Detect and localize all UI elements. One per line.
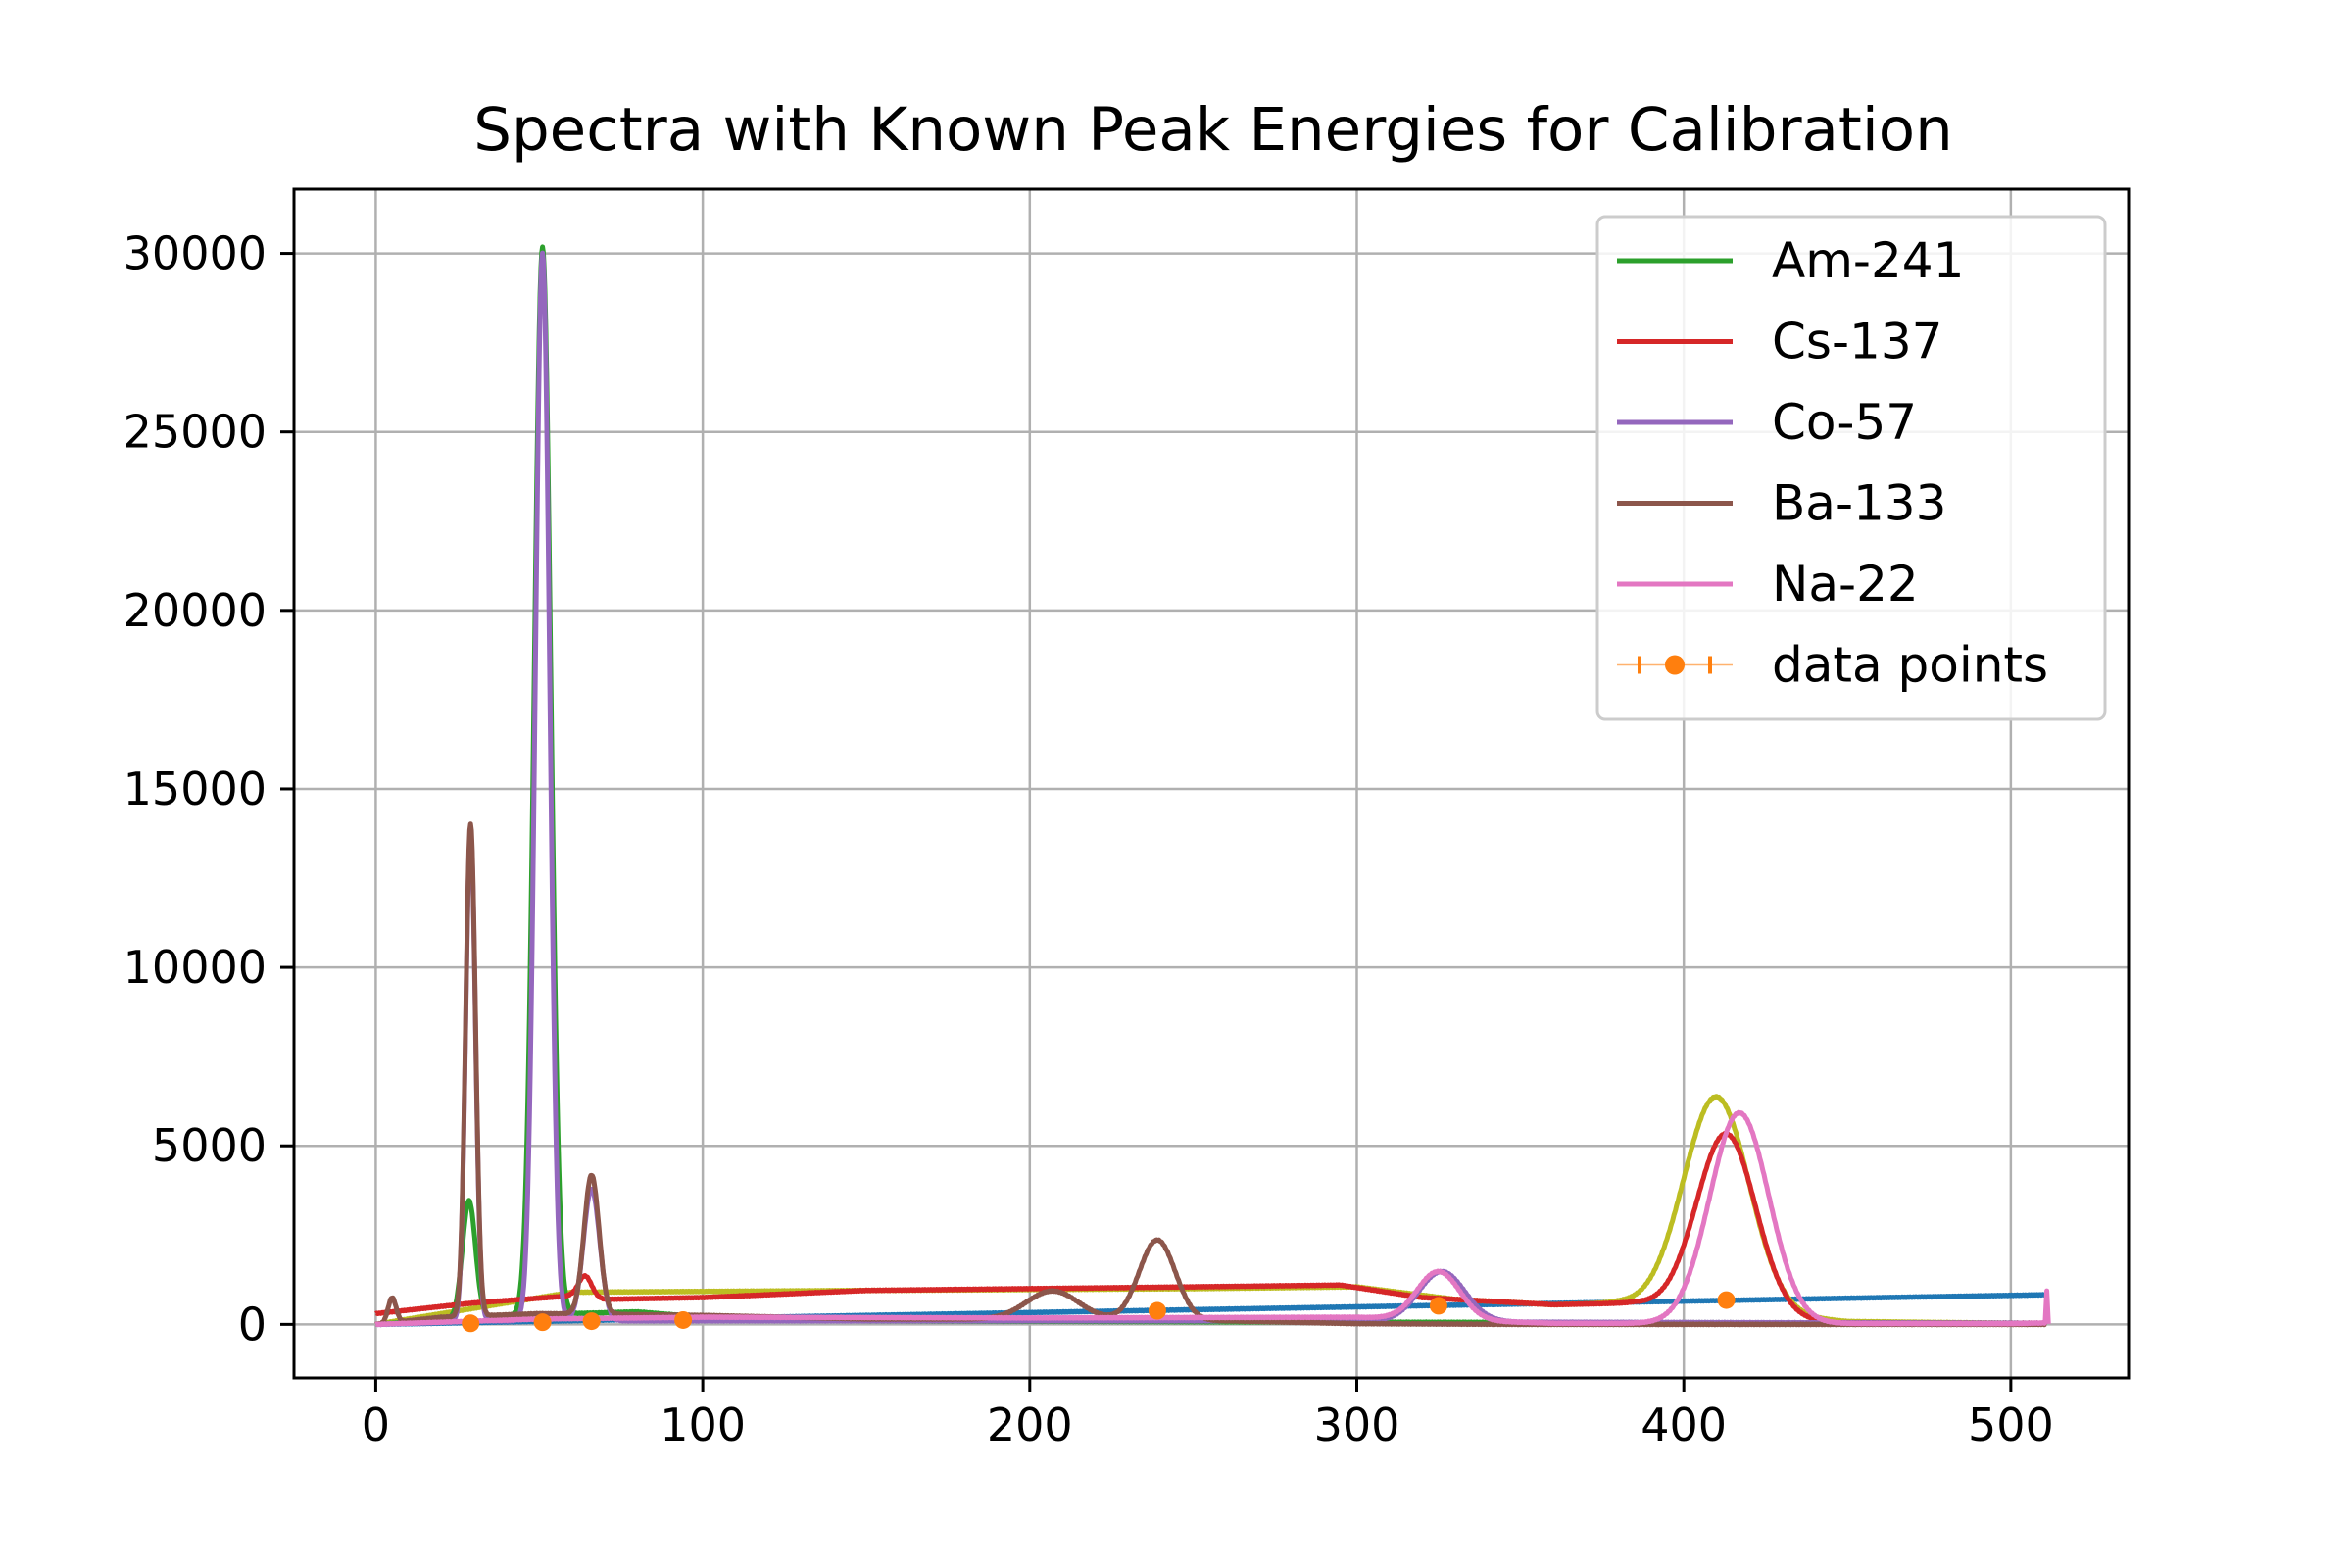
x-tick-label: 400 <box>1641 1398 1727 1451</box>
legend-label: Co-57 <box>1772 394 1917 451</box>
y-tick-label: 5000 <box>152 1119 267 1172</box>
series-line-ba-133 <box>373 821 2049 1328</box>
legend-label: Na-22 <box>1772 556 1919 612</box>
data-point <box>1717 1291 1736 1309</box>
series-lines <box>373 244 2051 1328</box>
chart-title: Spectra with Known Peak Energies for Cal… <box>473 95 1953 165</box>
data-point <box>674 1310 693 1329</box>
legend-label: Cs-137 <box>1772 314 1942 370</box>
legend: Am-241 Cs-137 Co-57 Ba-133 Na-22 data points <box>1595 215 2107 721</box>
x-tick-label: 500 <box>1968 1398 2054 1451</box>
data-point-markers <box>462 1291 1736 1333</box>
y-tick-label: 30000 <box>123 227 267 280</box>
y-tick-label: 25000 <box>123 406 267 459</box>
legend-label: Am-241 <box>1772 232 1964 289</box>
y-tick-label: 15000 <box>123 762 267 815</box>
legend-swatch-marker <box>1665 655 1685 675</box>
data-point <box>1148 1301 1166 1320</box>
y-tick-label: 10000 <box>123 941 267 994</box>
y-tick-label: 0 <box>238 1298 267 1350</box>
axis-ticks: 0 100 200 300 400 500050001000015000200002500… <box>123 227 2054 1451</box>
legend-label: Ba-133 <box>1772 475 1946 532</box>
series-line-na-22 <box>373 1109 2051 1328</box>
data-point <box>1429 1297 1447 1315</box>
series-line-cs-137 <box>373 1131 2049 1327</box>
data-point <box>462 1314 480 1333</box>
x-tick-label: 300 <box>1314 1398 1400 1451</box>
data-point <box>533 1313 552 1332</box>
x-tick-label: 0 <box>362 1398 390 1451</box>
x-tick-label: 100 <box>660 1398 746 1451</box>
data-point <box>582 1312 601 1331</box>
x-tick-label: 200 <box>987 1398 1073 1451</box>
plot-area-frame <box>292 187 2131 1380</box>
y-tick-label: 20000 <box>123 584 267 637</box>
legend-label: data points <box>1772 637 2048 694</box>
